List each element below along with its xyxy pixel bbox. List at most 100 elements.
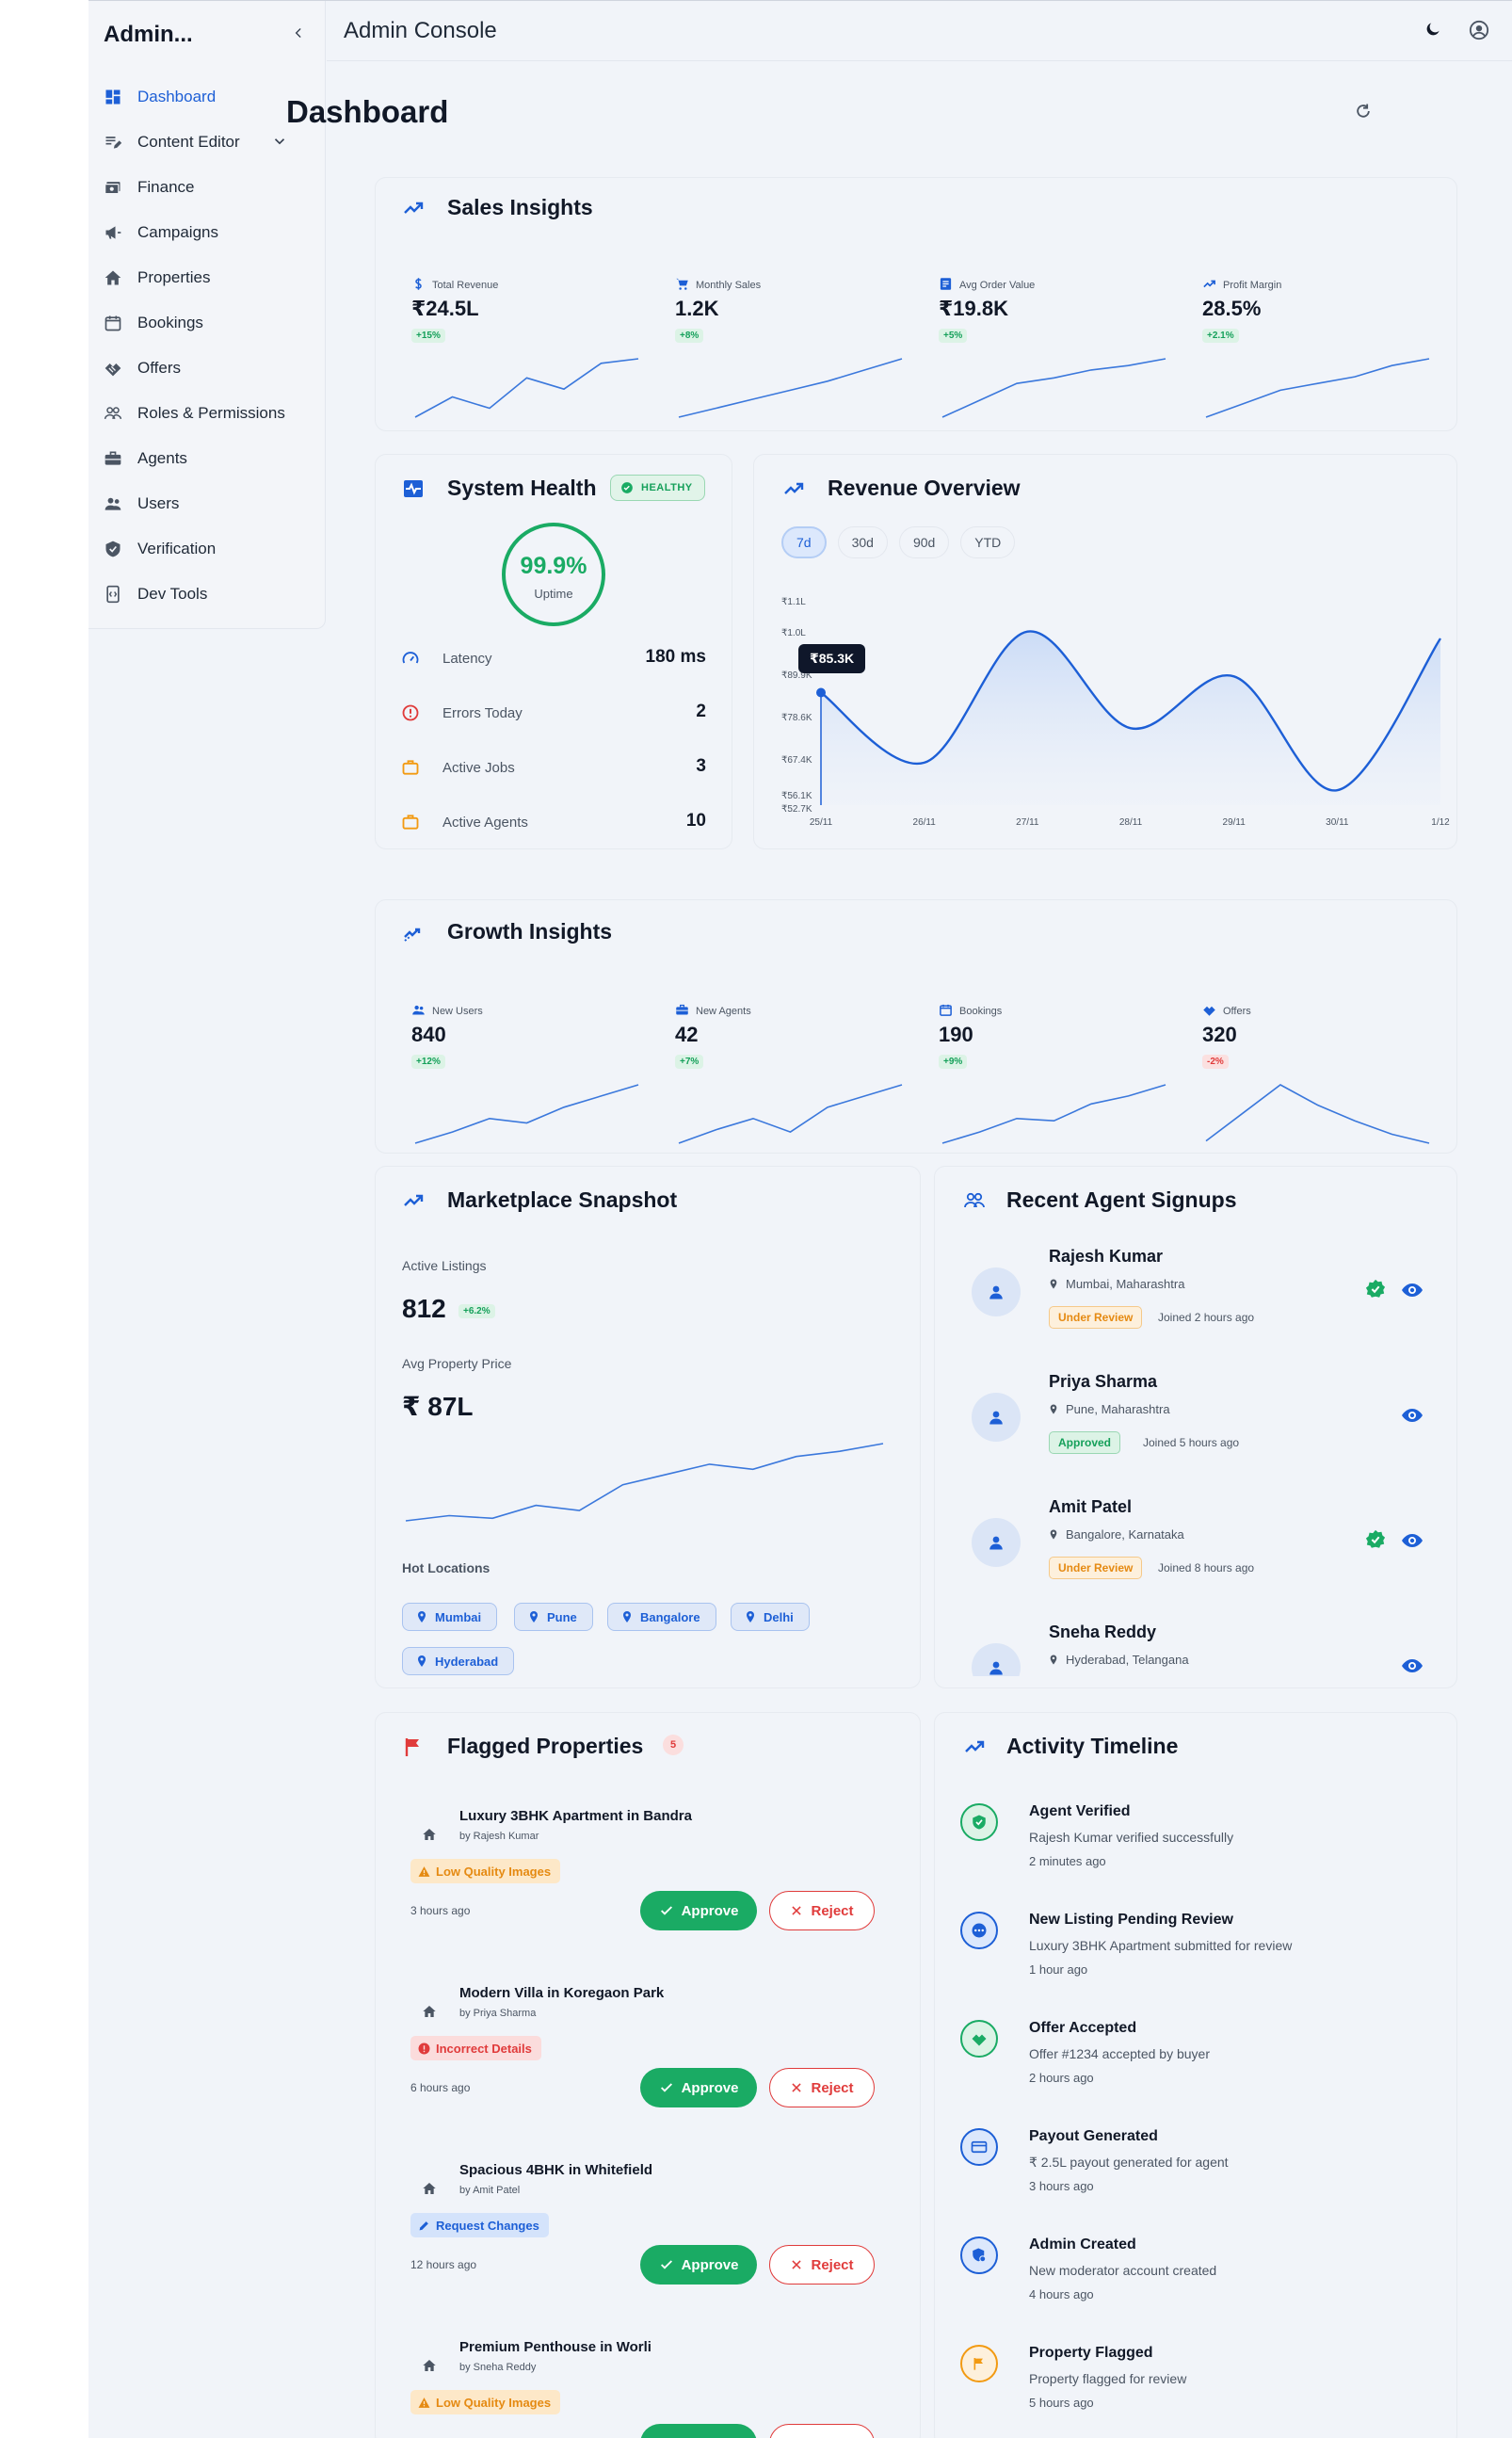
timeline-item: New Listing Pending Review Luxury 3BHK A… <box>960 1912 1431 2015</box>
sidebar-item-roles-permissions[interactable]: Roles & Permissions <box>88 391 326 436</box>
x-tick-label: 29/11 <box>1223 817 1247 828</box>
view-agent-button[interactable] <box>1401 1404 1424 1427</box>
location-pin-icon <box>1050 1529 1057 1540</box>
reject-button[interactable]: Reject <box>769 2245 875 2285</box>
location-pill-delhi[interactable]: Delhi <box>731 1603 810 1631</box>
location-pill-label: Delhi <box>764 1609 794 1624</box>
view-agent-button[interactable] <box>1401 1529 1424 1552</box>
recent-agent-signups-title: Recent Agent Signups <box>1006 1187 1237 1212</box>
sidebar-item-offers[interactable]: Offers <box>88 346 326 391</box>
flag-time: 12 hours ago <box>410 2258 477 2271</box>
sparkline-series <box>405 1443 884 1522</box>
refresh-button[interactable] <box>1354 102 1375 122</box>
sidebar-item-dev-tools[interactable]: Dev Tools <box>88 572 326 617</box>
sidebar: Admin... Dashboard Content Editor Financ… <box>88 1 326 629</box>
person-icon <box>989 1285 1003 1300</box>
verify-agent-button[interactable] <box>1365 1529 1388 1552</box>
approve-button[interactable]: Approve <box>640 2245 757 2285</box>
collapse-sidebar-button[interactable] <box>292 24 305 45</box>
sparkline-series <box>414 358 639 418</box>
timeline-desc: New moderator account created <box>1029 2263 1217 2278</box>
sidebar-item-verification[interactable]: Verification <box>88 526 326 572</box>
agent-joined: Joined 5 hours ago <box>1143 1436 1240 1449</box>
agent-row[interactable]: Rajesh Kumar Mumbai, Maharashtra Under R… <box>972 1247 1433 1360</box>
range-tab-7d[interactable]: 7d <box>781 526 827 558</box>
agent-location-text: Bangalore, Karnataka <box>1066 1527 1184 1542</box>
agent-row[interactable]: Priya Sharma Pune, Maharashtra Approved … <box>972 1372 1433 1485</box>
users-icon <box>105 497 121 510</box>
revenue-area <box>821 631 1440 805</box>
location-pill-pune[interactable]: Pune <box>514 1603 593 1631</box>
approve-button[interactable] <box>640 2424 757 2438</box>
view-agent-button[interactable] <box>1401 1655 1424 1676</box>
kpi-label: Bookings <box>959 1006 1003 1017</box>
verify-agent-button[interactable] <box>1365 1279 1388 1301</box>
avatar <box>972 1393 1021 1442</box>
sidebar-item-bookings[interactable]: Bookings <box>88 300 326 346</box>
timeline-item: Property Flagged Property flagged for re… <box>960 2345 1431 2438</box>
person-icon <box>989 1411 1003 1425</box>
metric-active-jobs: Active Jobs 3 <box>401 752 706 781</box>
property-title: Modern Villa in Koregaon Park <box>459 1985 665 2001</box>
location-pill-label: Bangalore <box>640 1609 700 1624</box>
growth-insights-title: Growth Insights <box>447 919 613 944</box>
flagged-count-badge: 5 <box>663 1735 684 1755</box>
pending-icon <box>972 1923 987 1938</box>
kpi-change-badge: +8% <box>675 329 704 343</box>
sidebar-item-label: Offers <box>137 359 181 377</box>
timeline-time: 1 hour ago <box>1029 1962 1088 1977</box>
check-icon <box>660 2260 672 2269</box>
reject-button[interactable] <box>769 2424 875 2438</box>
reject-button[interactable]: Reject <box>769 2068 875 2107</box>
metric-errors-today: Errors Today 2 <box>401 698 706 726</box>
theme-toggle-button[interactable] <box>1424 20 1446 42</box>
range-tab-90d[interactable]: 90d <box>898 526 950 558</box>
sidebar-item-agents[interactable]: Agents <box>88 436 326 481</box>
kpi-label: Monthly Sales <box>696 280 762 291</box>
kpi-sparkline <box>1205 358 1430 418</box>
metric-label: Active Jobs <box>442 760 515 776</box>
close-icon <box>792 2260 802 2269</box>
sidebar-item-properties[interactable]: Properties <box>88 255 326 300</box>
approve-button[interactable]: Approve <box>640 2068 757 2107</box>
shield-check-icon <box>105 541 121 557</box>
sidebar-item-content-editor[interactable]: Content Editor <box>88 120 326 165</box>
approve-button[interactable]: Approve <box>640 1891 757 1930</box>
agent-name: Sneha Reddy <box>1049 1623 1157 1641</box>
agent-row[interactable]: Sneha Reddy Hyderabad, Telangana <box>972 1623 1433 1676</box>
location-pill-hyderabad[interactable]: Hyderabad <box>402 1647 515 1675</box>
reject-button[interactable]: Reject <box>769 1891 875 1930</box>
kpi-change-badge: +15% <box>411 329 445 343</box>
flag-icon <box>973 2358 983 2370</box>
location-pill-bangalore[interactable]: Bangalore <box>607 1603 716 1631</box>
sparkline-series <box>1205 1084 1430 1144</box>
trending-up-icon <box>404 1194 424 1206</box>
range-tab-30d[interactable]: 30d <box>837 526 888 558</box>
top-bar: Admin Console <box>327 1 1512 61</box>
agent-row[interactable]: Amit Patel Bangalore, Karnataka Under Re… <box>972 1497 1433 1610</box>
metric-label: Errors Today <box>442 705 523 721</box>
timeline-title: Offer Accepted <box>1029 2020 1137 2036</box>
sidebar-item-campaigns[interactable]: Campaigns <box>88 210 326 255</box>
sidebar-item-users[interactable]: Users <box>88 481 326 526</box>
console-title: Admin Console <box>344 18 497 43</box>
view-agent-button[interactable] <box>1401 1279 1424 1301</box>
account-button[interactable] <box>1469 20 1491 42</box>
metric-label: Active Agents <box>442 815 528 831</box>
sidebar-item-dashboard[interactable]: Dashboard <box>88 74 326 120</box>
timeline-title: Property Flagged <box>1029 2345 1153 2361</box>
location-pin-icon <box>1050 1404 1057 1414</box>
timeline-time: 2 hours ago <box>1029 2071 1094 2085</box>
eye-icon <box>1402 1409 1423 1422</box>
monitor-heart-icon <box>404 480 423 497</box>
range-tab-ytd[interactable]: YTD <box>960 526 1016 558</box>
revenue-chart[interactable]: ₹1.1L ₹1.0L ₹89.9K ₹78.6K ₹67.4K ₹56.1K ₹52.7K… <box>781 593 1456 829</box>
approve-label: Approve <box>681 2079 739 2096</box>
briefcase-icon <box>402 760 419 775</box>
calendar-icon <box>940 1004 952 1016</box>
kpi-change-badge: +7% <box>675 1055 704 1069</box>
location-pill-label: Mumbai <box>435 1609 482 1624</box>
sidebar-item-finance[interactable]: Finance <box>88 165 326 210</box>
sidebar-item-label: Verification <box>137 540 217 557</box>
location-pill-mumbai[interactable]: Mumbai <box>402 1603 498 1631</box>
